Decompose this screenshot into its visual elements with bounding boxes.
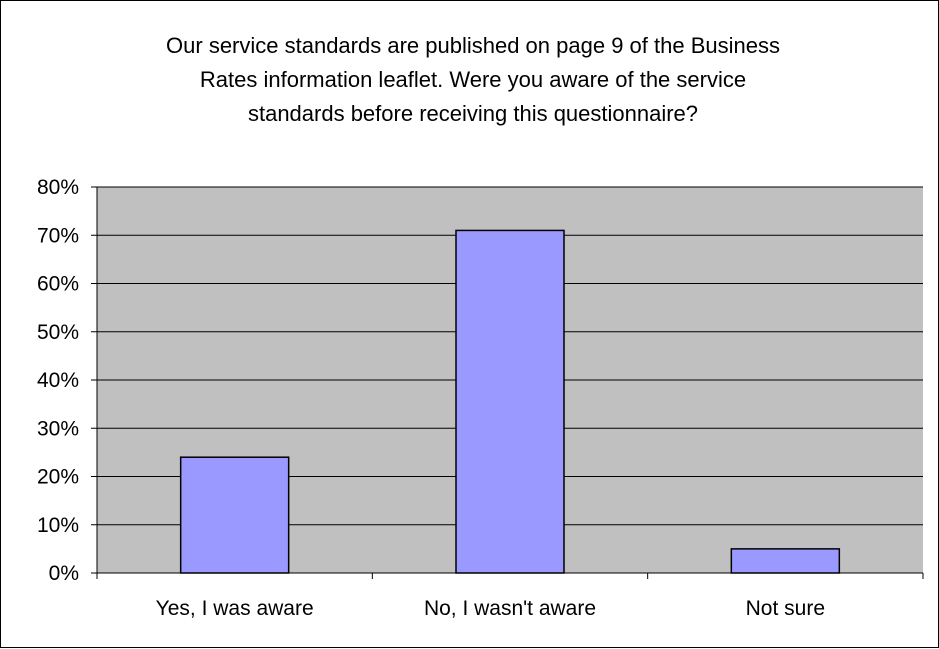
- x-category-label: Not sure: [746, 597, 825, 620]
- bars: [179, 229, 841, 574]
- chart-title-line-2: Rates information leaflet. Were you awar…: [200, 67, 746, 92]
- x-category-label: No, I wasn't aware: [424, 597, 596, 620]
- y-tick-label: 70%: [37, 224, 79, 247]
- y-tick-label: 50%: [37, 321, 79, 344]
- chart-title-line-1: Our service standards are published on p…: [166, 33, 780, 58]
- y-tick-label: 30%: [37, 417, 79, 440]
- chart-title: Our service standards are published on p…: [166, 33, 780, 126]
- bar: [179, 456, 290, 574]
- y-tick-label: 10%: [37, 514, 79, 537]
- y-axis-tick-labels: 0% 10% 20% 30% 40% 50% 60% 70% 80%: [37, 176, 79, 585]
- bar: [455, 229, 565, 574]
- x-axis-category-labels: Yes, I was aware No, I wasn't aware Not su…: [156, 597, 825, 620]
- y-tick-label: 80%: [37, 176, 79, 199]
- y-tick-label: 60%: [37, 273, 79, 296]
- y-tick-label: 40%: [37, 369, 79, 392]
- y-tick-label: 0%: [49, 562, 79, 585]
- axes: [91, 186, 924, 579]
- chart-title-line-3: standards before receiving this question…: [248, 101, 698, 126]
- x-category-label: Yes, I was aware: [156, 597, 314, 620]
- y-tick-label: 20%: [37, 466, 79, 489]
- bar: [730, 548, 841, 574]
